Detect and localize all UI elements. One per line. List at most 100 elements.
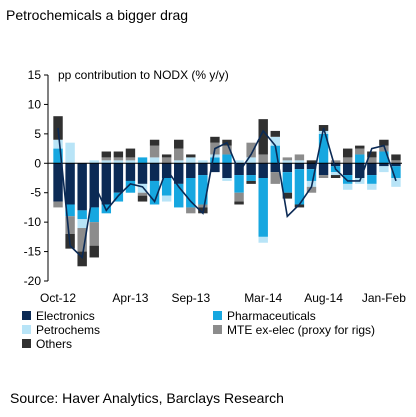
bar-segment-4 — [186, 154, 196, 158]
bar-segment-0 — [342, 163, 353, 176]
bar-segment-1 — [379, 151, 389, 164]
bar-segment-1 — [246, 175, 256, 181]
bar-segment-2 — [282, 160, 293, 164]
bar-segment-2 — [342, 183, 353, 190]
x-tick-label: Jan-Feb — [362, 291, 406, 305]
bar-segment-2 — [65, 142, 75, 164]
bar-segment-0 — [210, 163, 220, 173]
bar-segment-0 — [270, 163, 280, 173]
bar-segment-1 — [294, 169, 305, 205]
y-tick-label: 10 — [28, 97, 42, 111]
source-note: Source: Haver Analytics, Barclays Resear… — [10, 390, 284, 406]
bar-segment-2 — [270, 136, 280, 146]
bar-segment-0 — [149, 163, 160, 181]
bar-segment-3 — [89, 222, 99, 246]
y-axis-title: pp contribution to NODX (% y/y) — [58, 68, 229, 82]
bar-segment-4 — [77, 251, 87, 267]
bar-segment-0 — [137, 163, 148, 184]
bar-segment-3 — [282, 157, 293, 161]
x-tick-label: Mar-14 — [244, 291, 282, 305]
bar-segment-3 — [101, 157, 112, 161]
bar-segment-1 — [186, 178, 196, 208]
bar-segment-1 — [367, 175, 377, 184]
bar-segment-0 — [379, 163, 389, 167]
bar-segment-2 — [234, 160, 244, 164]
bar-segment-3 — [198, 204, 208, 208]
bar-segment-1 — [149, 180, 160, 205]
bar-segment-4 — [137, 195, 148, 202]
bar-segment-4 — [391, 154, 401, 161]
legend-label-3: MTE ex-elec (proxy for rigs) — [227, 323, 375, 337]
bar-segment-4 — [355, 145, 365, 149]
bar-segment-4 — [149, 139, 160, 146]
total-line — [57, 127, 397, 260]
bar-segment-1 — [342, 175, 353, 184]
bar-segment-4 — [367, 151, 377, 158]
bar-segment-3 — [53, 201, 63, 208]
bar-segment-1 — [89, 207, 99, 223]
bar-segment-2 — [53, 139, 63, 149]
bar-segment-1 — [198, 175, 208, 205]
y-tick-label: 15 — [28, 68, 42, 82]
x-tick-label: Sep-13 — [171, 291, 210, 305]
bar-segment-2 — [210, 154, 220, 158]
bar-segment-3 — [149, 145, 160, 158]
legend-swatch-2 — [22, 325, 31, 334]
bar-segment-1 — [77, 210, 87, 220]
bar-segment-3 — [270, 172, 280, 184]
bar-segment-2 — [379, 166, 389, 173]
bar-segment-0 — [306, 163, 317, 170]
bar-segment-2 — [125, 160, 136, 164]
legend-swatch-1 — [213, 311, 222, 320]
bar-segment-4 — [258, 119, 268, 155]
bar-segment-1 — [306, 169, 317, 181]
bar-segment-3 — [246, 142, 256, 158]
bar-segment-4 — [174, 139, 184, 149]
bar-segment-0 — [294, 163, 305, 170]
bar-segment-2 — [77, 219, 87, 229]
chart-title: Petrochemicals a bigger drag — [6, 7, 189, 23]
legend-label-0: Electronics — [36, 309, 95, 323]
bar-segment-0 — [186, 163, 196, 178]
bar-segment-4 — [294, 204, 305, 208]
bar-segment-1 — [65, 204, 75, 217]
bar-segment-1 — [270, 145, 280, 164]
bar-segment-4 — [379, 139, 389, 146]
bar-segment-0 — [222, 163, 232, 178]
bar-segment-4 — [210, 136, 220, 143]
bar-segment-4 — [113, 151, 124, 158]
bar-segment-1 — [137, 157, 148, 164]
legend-swatch-3 — [213, 325, 222, 334]
bar-segment-0 — [234, 163, 244, 176]
bar-segment-0 — [101, 163, 112, 205]
bar-segment-2 — [89, 160, 99, 164]
bar-segment-0 — [391, 163, 401, 167]
bar-segment-1 — [53, 148, 63, 164]
bar-segment-2 — [161, 195, 172, 202]
bar-segment-1 — [113, 192, 124, 202]
bar-segment-3 — [222, 145, 232, 155]
x-tick-label: Apr-13 — [112, 291, 148, 305]
bar-segment-1 — [210, 157, 220, 164]
bar-segment-4 — [89, 245, 99, 258]
legend-label-2: Petrochems — [36, 323, 100, 337]
bar-segment-2 — [222, 178, 232, 181]
legend-swatch-4 — [22, 339, 31, 348]
bar-segment-3 — [294, 154, 305, 161]
bar-segment-3 — [186, 207, 196, 214]
bar-segment-0 — [330, 163, 341, 167]
bar-segment-0 — [174, 163, 184, 184]
y-tick-label: -20 — [24, 274, 42, 288]
bar-segment-0 — [318, 163, 329, 176]
bar-segment-3 — [125, 157, 136, 161]
bar-segment-1 — [355, 154, 365, 164]
bar-segment-2 — [258, 236, 268, 243]
bar-segment-2 — [101, 160, 112, 164]
bar-segment-4 — [270, 130, 280, 137]
bar-segment-4 — [101, 151, 112, 158]
x-tick-label: Aug-14 — [304, 291, 343, 305]
bar-segment-3 — [65, 216, 75, 234]
bar-segment-2 — [294, 160, 305, 164]
legend-label-1: Pharmaceuticals — [227, 309, 316, 323]
